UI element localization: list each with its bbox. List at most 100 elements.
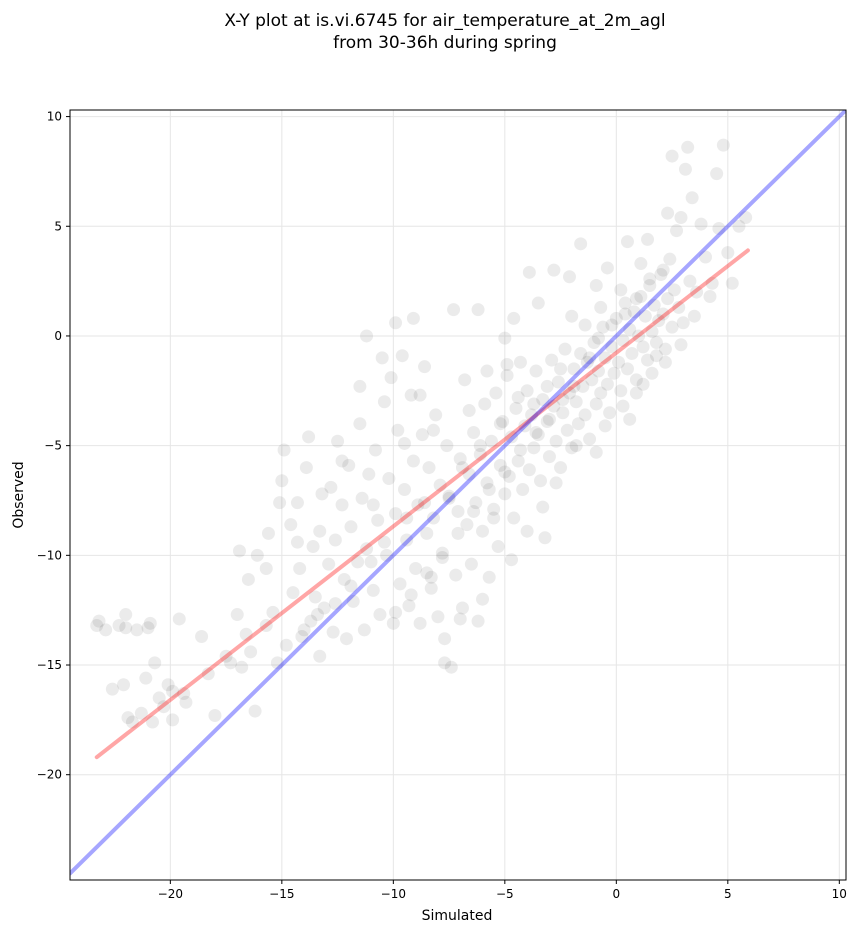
y-tick-label: −10 <box>37 548 62 562</box>
data-point <box>157 700 171 714</box>
data-point <box>344 520 358 534</box>
data-point <box>487 511 501 525</box>
data-point <box>525 408 539 422</box>
data-point <box>545 353 559 367</box>
data-point <box>685 191 699 205</box>
data-point <box>645 325 659 339</box>
data-point <box>674 338 688 352</box>
data-point <box>498 465 512 479</box>
data-point <box>591 364 605 378</box>
data-point <box>415 428 429 442</box>
grid <box>70 110 846 880</box>
data-point <box>230 608 244 622</box>
data-point <box>520 524 534 538</box>
data-point <box>442 491 456 505</box>
data-point <box>636 340 650 354</box>
data-point <box>620 235 634 249</box>
data-point <box>643 272 657 286</box>
data-point <box>404 388 418 402</box>
data-point <box>331 434 345 448</box>
data-point <box>290 535 304 549</box>
data-point <box>636 377 650 391</box>
data-point <box>712 221 726 235</box>
data-point <box>618 307 632 321</box>
data-point <box>473 439 487 453</box>
data-point <box>224 656 238 670</box>
x-tick-label: 10 <box>832 887 847 901</box>
data-point <box>195 629 209 643</box>
data-point <box>739 210 753 224</box>
data-point <box>551 375 565 389</box>
data-point <box>469 496 483 510</box>
data-point <box>112 619 126 633</box>
y-tick-label: 5 <box>54 219 62 233</box>
data-point <box>447 303 461 317</box>
data-point <box>373 608 387 622</box>
data-point <box>558 342 572 356</box>
data-point <box>375 351 389 365</box>
chart-title: X-Y plot at is.vi.6745 for air_temperatu… <box>224 11 665 31</box>
data-point <box>569 439 583 453</box>
data-point <box>366 498 380 512</box>
data-point <box>547 399 561 413</box>
data-point <box>435 546 449 560</box>
data-point <box>444 660 458 674</box>
data-point <box>90 619 104 633</box>
data-point <box>391 423 405 437</box>
data-point <box>460 518 474 532</box>
data-point <box>520 384 534 398</box>
data-point <box>422 461 436 475</box>
data-point <box>574 237 588 251</box>
data-point <box>721 246 735 260</box>
data-point <box>529 425 543 439</box>
data-point <box>166 684 180 698</box>
data-point <box>451 526 465 540</box>
data-point <box>670 224 684 238</box>
data-point <box>293 561 307 575</box>
data-point <box>386 616 400 630</box>
data-point <box>380 548 394 562</box>
data-point <box>493 417 507 431</box>
data-point <box>509 401 523 415</box>
data-point <box>389 507 403 521</box>
data-point <box>360 542 374 556</box>
data-point <box>241 572 255 586</box>
data-point <box>605 318 619 332</box>
data-point <box>420 566 434 580</box>
data-point <box>235 660 249 674</box>
data-point <box>476 592 490 606</box>
data-point <box>569 395 583 409</box>
regression-line <box>94 248 750 760</box>
y-tick-label: 0 <box>54 329 62 343</box>
data-point <box>574 347 588 361</box>
data-point <box>580 355 594 369</box>
data-point <box>438 656 452 670</box>
data-point <box>687 309 701 323</box>
data-point <box>629 292 643 306</box>
data-point <box>658 355 672 369</box>
data-point <box>502 469 516 483</box>
data-point <box>105 682 119 696</box>
data-point <box>614 283 628 297</box>
data-point <box>549 476 563 490</box>
data-point <box>536 500 550 514</box>
data-point <box>371 513 385 527</box>
data-point <box>471 303 485 317</box>
data-point <box>672 300 686 314</box>
data-point <box>315 487 329 501</box>
data-point <box>654 268 668 282</box>
data-point <box>596 320 610 334</box>
data-point <box>455 461 469 475</box>
data-point <box>328 597 342 611</box>
data-point <box>353 379 367 393</box>
data-point <box>179 695 193 709</box>
data-point <box>478 397 492 411</box>
data-point <box>594 300 608 314</box>
data-point <box>342 458 356 472</box>
x-tick-label: −5 <box>496 887 514 901</box>
data-point <box>464 557 478 571</box>
data-point <box>400 511 414 525</box>
data-point <box>161 678 175 692</box>
data-point <box>433 478 447 492</box>
data-point <box>119 621 133 635</box>
